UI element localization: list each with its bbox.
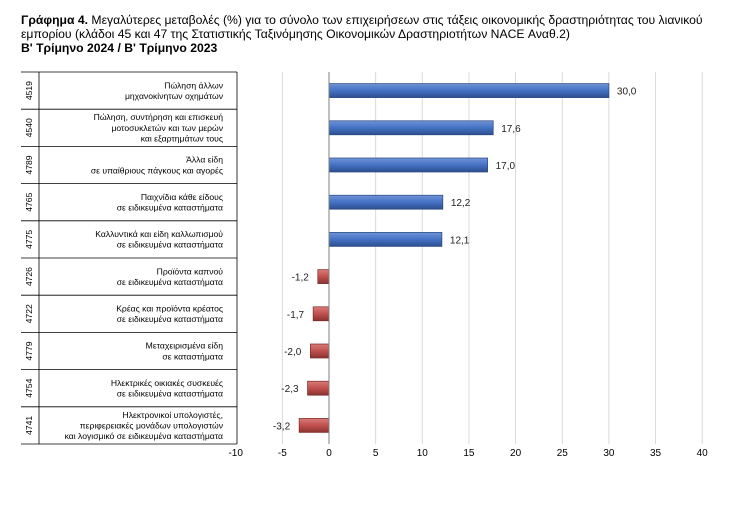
category-label: σε υπαίθριους πάγκους και αγορές xyxy=(91,165,223,175)
chart-subtitle: Β' Τρίμηνο 2024 / Β' Τρίμηνο 2023 xyxy=(21,41,218,56)
x-tick-label: 40 xyxy=(697,448,709,459)
category-code: 4754 xyxy=(24,378,34,397)
category-label: μοτοσυκλετών και των μερών xyxy=(111,123,223,133)
data-label: 17,6 xyxy=(501,124,521,135)
category-label: Προϊόντα καπνού xyxy=(157,266,224,276)
category-label: Παιχνίδια κάθε είδους xyxy=(141,192,223,202)
data-label: -3,2 xyxy=(273,421,291,432)
category-label: Μεταχειρισμένα είδη xyxy=(146,341,224,351)
bars: 30,0 17,6 17,0 12,2 12,1 -1,2 -1,7 -2,0 -2,3 -3,2 xyxy=(273,83,637,433)
category-code: 4519 xyxy=(24,81,34,100)
bar xyxy=(309,343,330,359)
data-label: -2,3 xyxy=(281,384,299,395)
chart-title-prefix: Γράφημα 4. xyxy=(21,13,89,27)
category-code: 4741 xyxy=(24,416,34,435)
x-tick-label: 15 xyxy=(463,448,475,459)
category-label: Άλλα είδη xyxy=(186,155,223,165)
bar xyxy=(317,269,330,284)
bar xyxy=(307,380,330,396)
category-label: Ηλεκτρονικοί υπολογιστές, xyxy=(122,410,223,420)
data-label: 12,2 xyxy=(451,198,471,209)
bar xyxy=(328,232,443,247)
bar xyxy=(312,306,330,322)
x-axis: -10 -5 0 5 10 15 20 25 30 35 40 xyxy=(228,72,708,459)
x-tick-label: 5 xyxy=(373,448,379,459)
category-code: 4722 xyxy=(24,304,34,323)
bar xyxy=(328,83,610,98)
category-code: 4779 xyxy=(24,341,34,360)
x-tick-label: 20 xyxy=(510,448,522,459)
category-label: Κρέας και προϊόντα κρέατος xyxy=(116,304,223,314)
x-tick-label: 35 xyxy=(650,448,662,459)
data-label: -2,0 xyxy=(284,347,302,358)
data-label: 30,0 xyxy=(617,87,637,98)
bar xyxy=(328,157,488,173)
category-label: σε ειδικευμένα καταστήματα xyxy=(117,277,223,287)
chart-title-text: Μεγαλύτερες μεταβολές (%) για το σύνολο … xyxy=(21,13,703,42)
bar xyxy=(328,120,494,136)
x-tick-label: 0 xyxy=(326,448,332,459)
category-code: 4765 xyxy=(24,192,34,211)
category-label: Ηλεκτρικές οικιακές συσκευές xyxy=(111,378,223,388)
category-label: σε καταστήματα xyxy=(162,351,223,361)
x-tick-label: 30 xyxy=(603,448,615,459)
category-label: Πώληση, συντήρηση και επισκευή xyxy=(94,112,224,122)
category-label: σε ειδικευμένα καταστήματα xyxy=(117,240,223,250)
category-label: και λογισμικό σε ειδικευμένα καταστήματα xyxy=(65,431,223,441)
bar xyxy=(328,194,444,210)
bar xyxy=(298,418,330,433)
category-label: σε ειδικευμένα καταστήματα xyxy=(117,203,223,213)
x-tick-label: -5 xyxy=(278,448,287,459)
chart-title: Γράφημα 4. Μεγαλύτερες μεταβολές (%) για… xyxy=(21,13,733,56)
data-label: 12,1 xyxy=(450,235,470,246)
x-tick-label: 10 xyxy=(417,448,429,459)
category-label: σε ειδικευμένα καταστήματα xyxy=(117,314,223,324)
category-code: 4540 xyxy=(24,118,34,137)
category-label: και εξαρτημάτων τους xyxy=(141,133,223,143)
category-code: 4789 xyxy=(24,155,34,174)
category-label: περιφερειακές μονάδων υπολογιστών xyxy=(80,420,223,430)
x-tick-label: 25 xyxy=(557,448,569,459)
category-code: 4726 xyxy=(24,267,34,286)
data-label: -1,7 xyxy=(287,310,305,321)
x-tick-label: -10 xyxy=(228,448,243,459)
category-code: 4775 xyxy=(24,230,34,249)
category-label: σε ειδικευμένα καταστήματα xyxy=(117,389,223,399)
data-label: 17,0 xyxy=(496,161,516,172)
category-label: Πώληση άλλων xyxy=(164,80,223,90)
category-label: Καλλυντικά και είδη καλλωπισμού xyxy=(95,229,223,239)
category-label: μηχανοκίνητων οχημάτων xyxy=(125,91,223,101)
data-label: -1,2 xyxy=(292,273,310,284)
